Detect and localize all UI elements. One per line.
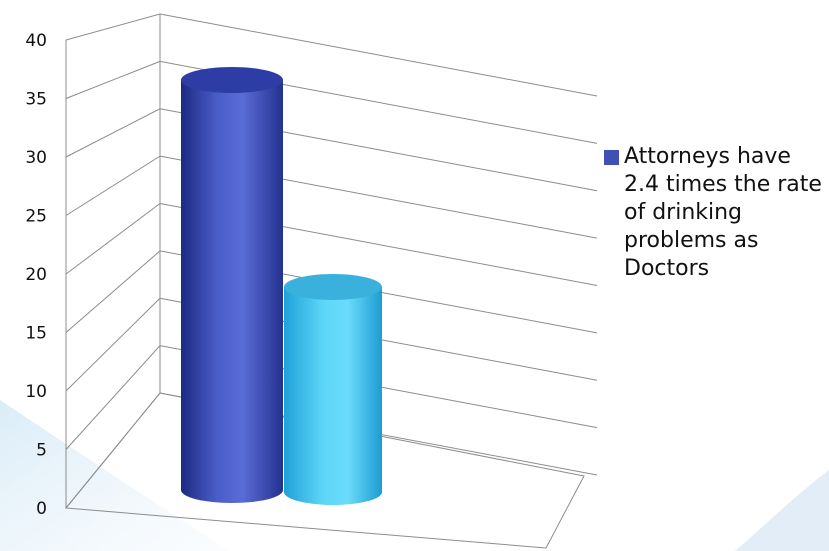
bars bbox=[181, 67, 382, 505]
y-tick-label: 35 bbox=[25, 90, 47, 110]
gridline-side bbox=[65, 13, 161, 41]
axes bbox=[65, 14, 585, 549]
gridline-side bbox=[65, 108, 161, 158]
bar bbox=[181, 67, 283, 503]
gridline-side bbox=[65, 297, 161, 392]
bar-body bbox=[181, 80, 283, 503]
gridline-side bbox=[65, 345, 161, 450]
gridline-side bbox=[65, 250, 161, 333]
bar-top bbox=[284, 274, 382, 300]
y-tick-label: 20 bbox=[25, 265, 47, 285]
legend-entry-label: Attorneys have 2.4 times the rate of dri… bbox=[624, 144, 822, 281]
y-tick-label: 5 bbox=[36, 441, 47, 461]
y-tick-label: 0 bbox=[36, 499, 47, 519]
y-tick-label: 40 bbox=[25, 31, 47, 51]
y-tick-label: 25 bbox=[25, 207, 47, 227]
legend-swatch bbox=[604, 150, 619, 165]
y-tick-label: 10 bbox=[25, 382, 47, 402]
gridline bbox=[159, 13, 598, 97]
gridline-side bbox=[65, 203, 161, 275]
bar-body bbox=[284, 287, 382, 505]
background-swoosh-right bbox=[735, 470, 829, 551]
y-tick-label: 30 bbox=[25, 148, 47, 168]
bar bbox=[284, 274, 382, 505]
floor bbox=[65, 392, 585, 549]
bar-top bbox=[181, 67, 283, 93]
gridline-side bbox=[65, 60, 161, 99]
gridline-side bbox=[65, 155, 161, 216]
y-tick-label: 15 bbox=[25, 324, 47, 344]
y-tick-labels: 0 5 10 15 20 25 30 35 40 bbox=[25, 31, 47, 519]
background-swoosh-left bbox=[0, 400, 230, 551]
legend: Attorneys have 2.4 times the rate of dri… bbox=[604, 143, 826, 283]
